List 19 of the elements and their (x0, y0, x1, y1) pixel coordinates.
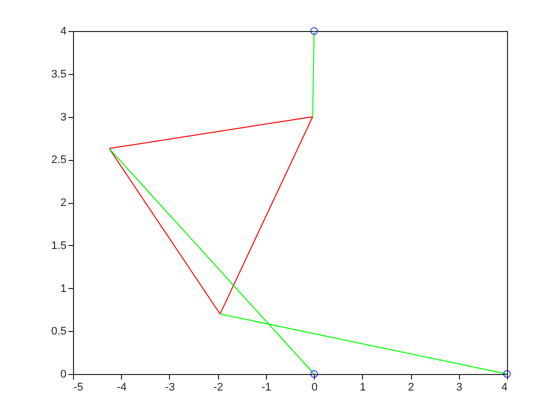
y-tick-label: 0.5 (51, 326, 66, 338)
x-tick-label: 3 (456, 382, 462, 394)
y-tick-label: 4 (60, 26, 66, 38)
y-tick-label: 3 (60, 111, 66, 124)
y-tick-label: 1.5 (51, 240, 66, 252)
x-tick-label: -3 (165, 382, 175, 394)
y-tick-label: 2 (60, 197, 66, 209)
x-tick-label: 1 (360, 382, 366, 394)
x-tick-label: -5 (74, 382, 84, 394)
y-tick-label: 2.5 (51, 154, 66, 166)
x-tick-label: 4 (501, 382, 508, 394)
x-tick-label: -2 (213, 382, 224, 394)
x-tick-label: 0 (312, 382, 318, 394)
x-tick-label: -4 (116, 382, 127, 394)
x-tick-label: 2 (408, 382, 414, 394)
y-tick-label: 1 (60, 282, 66, 295)
y-tick-label: 0 (60, 368, 66, 380)
y-tick-label: 3.5 (51, 68, 66, 80)
x-tick-label: -1 (262, 382, 272, 394)
